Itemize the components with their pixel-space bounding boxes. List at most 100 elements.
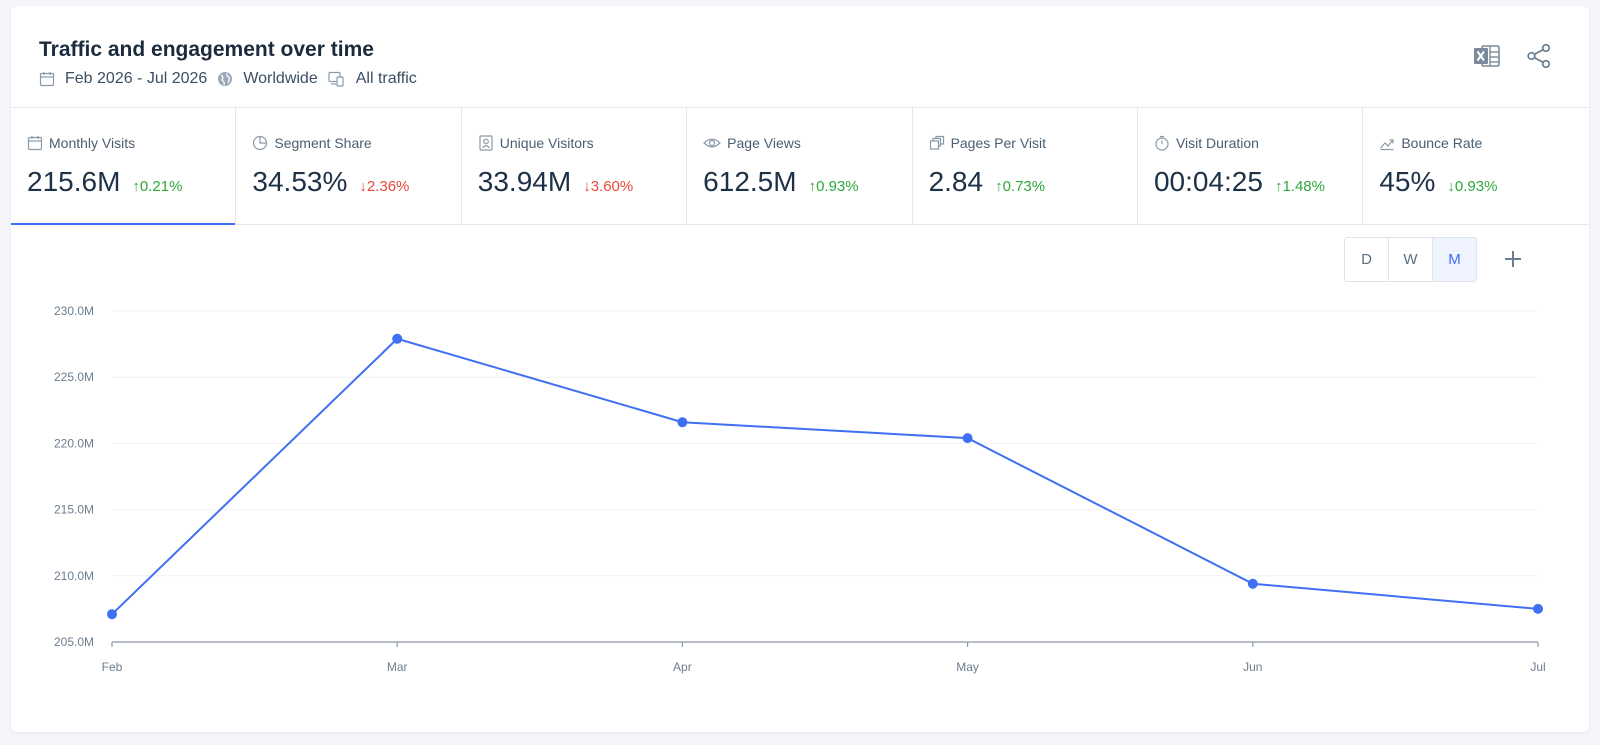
metric-change: ↓0.93% [1447, 178, 1498, 195]
data-point [107, 609, 117, 620]
metric-label-row: Page Views [703, 135, 801, 151]
header-actions [1449, 42, 1553, 70]
eye-icon [703, 138, 722, 148]
x-tick-label: Mar [387, 660, 408, 674]
pages-icon [929, 135, 944, 150]
metric-change: ↑0.93% [808, 178, 859, 195]
metric-label-row: Bounce Rate [1379, 135, 1482, 151]
metrics-tabs: Monthly Visits 215.6M ↑0.21% Segment Sha… [11, 107, 1589, 225]
date-range[interactable]: Feb 2026 - Jul 2026 [39, 70, 207, 88]
y-tick-label: 210.0M [54, 569, 94, 583]
x-tick-label: Feb [102, 660, 123, 674]
metric-change-value: 0.73% [1002, 178, 1046, 195]
card-header: Traffic and engagement over time Feb 202… [11, 6, 1589, 107]
granularity-daily-button[interactable]: D [1345, 238, 1389, 281]
metric-label-row: Pages Per Visit [929, 135, 1046, 151]
metric-change-value: 0.93% [1454, 178, 1498, 195]
granularity-toggle: D W M [1344, 237, 1477, 282]
metric-tab-pages-per-visit[interactable]: Pages Per Visit 2.84 ↑0.73% [913, 108, 1138, 224]
x-tick-label: Jun [1243, 660, 1262, 674]
metric-value: 33.94M [477, 166, 572, 197]
metric-tab-page-views[interactable]: Page Views 612.5M ↑0.93% [687, 108, 913, 224]
x-tick-label: Jul [1530, 660, 1545, 674]
y-tick-label: 230.0M [54, 304, 94, 318]
data-point [1533, 603, 1543, 614]
metric-change-value: 1.48% [1282, 178, 1325, 195]
granularity-monthly-button[interactable]: M [1433, 238, 1476, 281]
traffic-type-label: All traffic [355, 70, 417, 87]
metric-label-row: Visit Duration [1154, 135, 1259, 151]
metric-label: Bounce Rate [1401, 135, 1483, 151]
metric-value: 00:04:25 [1153, 166, 1263, 197]
data-point [1247, 578, 1258, 589]
metric-tab-monthly-visits[interactable]: Monthly Visits 215.6M ↑0.21% [11, 108, 237, 225]
granularity-weekly-button[interactable]: W [1389, 238, 1433, 281]
metric-tab-unique-visitors[interactable]: Unique Visitors 33.94M ↓3.60% [462, 108, 688, 224]
stopwatch-icon [1155, 135, 1169, 151]
metric-tab-segment-share[interactable]: Segment Share 34.53% ↓2.36% [236, 108, 462, 224]
calendar-icon [39, 72, 55, 87]
x-tick-label: May [956, 660, 979, 674]
metric-label: Pages Per Visit [950, 135, 1047, 151]
excel-icon [1474, 45, 1500, 67]
filter-summary: Feb 2026 - Jul 2026 Worldwide All traffi… [39, 70, 427, 88]
card-title: Traffic and engagement over time [39, 38, 374, 61]
metric-value-row: 612.5M ↑0.93% [703, 166, 858, 198]
metric-change: ↑1.48% [1274, 178, 1325, 195]
data-point [962, 433, 973, 444]
devices-icon [328, 71, 344, 87]
metric-value-row: 45% ↓0.93% [1379, 166, 1497, 198]
add-comparison-button[interactable] [1500, 246, 1526, 272]
globe-icon [218, 72, 233, 86]
y-tick-label: 215.0M [54, 503, 94, 517]
date-range-label: Feb 2026 - Jul 2026 [65, 70, 208, 87]
excel-export-button[interactable] [1473, 42, 1501, 70]
metric-value: 34.53% [252, 166, 348, 197]
region[interactable]: Worldwide [217, 70, 318, 88]
metric-tab-visit-duration[interactable]: Visit Duration 00:04:25 ↑1.48% [1138, 108, 1364, 224]
pie-icon [253, 135, 268, 151]
y-tick-label: 205.0M [54, 635, 94, 649]
metric-label: Monthly Visits [49, 135, 136, 151]
metric-value: 215.6M [27, 166, 121, 197]
data-point [677, 417, 688, 428]
metric-label: Page Views [727, 135, 801, 151]
series-line [111, 337, 1539, 615]
metric-value-row: 33.94M ↓3.60% [478, 166, 633, 198]
traffic-type[interactable]: All traffic [328, 70, 417, 88]
metric-label-row: Unique Visitors [478, 135, 594, 151]
metric-label: Visit Duration [1175, 135, 1259, 151]
user-badge-icon [479, 135, 493, 151]
trend-icon [1380, 139, 1394, 151]
share-icon [1527, 43, 1551, 69]
metric-label-row: Monthly Visits [27, 135, 135, 151]
metric-change-value: 2.36% [366, 178, 410, 195]
data-point [392, 333, 403, 344]
metric-label-row: Segment Share [252, 135, 372, 151]
share-button[interactable] [1525, 42, 1553, 70]
metric-value: 2.84 [928, 166, 984, 197]
metric-change-value: 3.60% [590, 178, 634, 195]
metric-change-value: 0.93% [816, 178, 859, 195]
plus-icon [1505, 251, 1521, 267]
metric-change: ↓2.36% [359, 178, 410, 195]
metric-value: 612.5M [703, 166, 797, 197]
metric-label: Segment Share [274, 135, 372, 151]
metric-label: Unique Visitors [499, 135, 594, 151]
y-tick-label: 220.0M [54, 436, 94, 450]
metric-value: 45% [1379, 166, 1436, 197]
metric-value-row: 34.53% ↓2.36% [252, 166, 409, 198]
metric-value-row: 00:04:25 ↑1.48% [1154, 166, 1325, 198]
metric-tab-bounce-rate[interactable]: Bounce Rate 45% ↓0.93% [1363, 108, 1588, 224]
traffic-card: Traffic and engagement over time Feb 202… [11, 6, 1589, 732]
metric-change: ↑0.73% [995, 178, 1046, 195]
metric-change: ↓3.60% [583, 178, 634, 195]
metric-change: ↑0.21% [132, 178, 183, 195]
metric-value-row: 215.6M ↑0.21% [27, 166, 182, 198]
metric-change-value: 0.21% [139, 178, 183, 195]
calendar-icon [27, 136, 43, 151]
x-tick-label: Apr [673, 660, 692, 674]
region-label: Worldwide [243, 70, 318, 87]
y-tick-label: 225.0M [54, 370, 94, 384]
